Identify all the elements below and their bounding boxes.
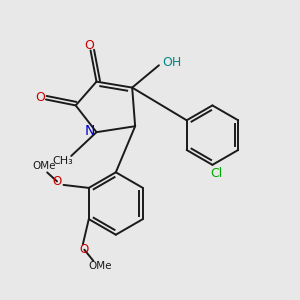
Text: N: N — [85, 124, 95, 138]
Text: OMe: OMe — [32, 161, 56, 171]
Text: O: O — [84, 39, 94, 52]
Text: Cl: Cl — [211, 167, 223, 180]
Text: OH: OH — [162, 56, 181, 69]
Text: CH₃: CH₃ — [52, 156, 73, 166]
Text: O: O — [80, 243, 89, 256]
Text: O: O — [52, 175, 62, 188]
Text: OMe: OMe — [88, 261, 112, 271]
Text: O: O — [36, 92, 46, 104]
